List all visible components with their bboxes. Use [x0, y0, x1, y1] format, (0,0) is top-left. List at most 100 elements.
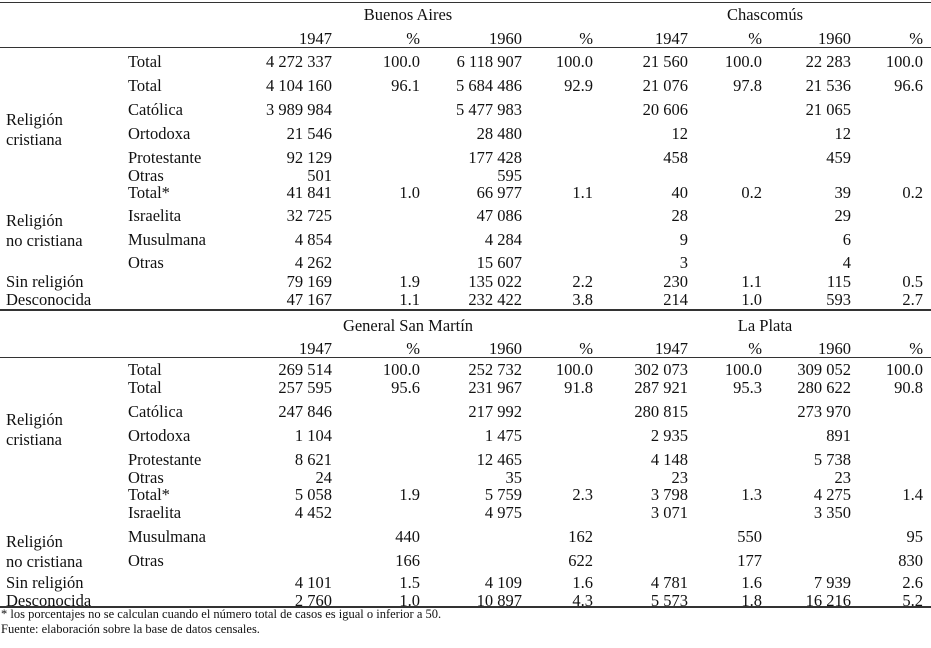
table-cell: 4 975	[484, 503, 522, 522]
table-cell: 166	[395, 551, 420, 570]
column-header: %	[909, 29, 923, 48]
table-cell: 1.1	[741, 272, 762, 291]
table-cell: 95.3	[733, 378, 762, 397]
table-cell: 280 622	[797, 378, 851, 397]
table-cell: 15 607	[476, 253, 522, 272]
table-cell: 1.0	[399, 183, 420, 202]
table-cell: 4 275	[813, 485, 851, 504]
table-cell: 92.9	[564, 76, 593, 95]
table-cell: 6 118 907	[456, 52, 522, 71]
table-cell: 4 101	[294, 573, 332, 592]
table-cell: 5 058	[294, 485, 332, 504]
column-header: 1960	[489, 29, 522, 48]
table-cell: 177	[737, 551, 762, 570]
column-header: %	[579, 29, 593, 48]
table-cell: 1.6	[741, 573, 762, 592]
table-cell: 440	[395, 527, 420, 546]
table-cell: 100.0	[724, 52, 762, 71]
table-cell: 0.2	[741, 183, 762, 202]
table-cell: 162	[568, 527, 593, 546]
table-cell: 22 283	[805, 52, 851, 71]
table-cell: 4 854	[294, 230, 332, 249]
table-cell: 96.6	[894, 76, 923, 95]
table-cell: 1.3	[741, 485, 762, 504]
table-cell: 4	[842, 253, 851, 272]
table-cell: 95.6	[391, 378, 420, 397]
row-sublabel: Total	[128, 360, 162, 379]
row-sublabel: Otras	[128, 166, 164, 185]
table-cell: 247 846	[278, 402, 332, 421]
table-cell: 1 475	[484, 426, 522, 445]
table-cell: 100.0	[555, 52, 593, 71]
column-header: 1960	[818, 339, 851, 358]
table-cell: 1.1	[572, 183, 593, 202]
row-sublabel: Total*	[128, 183, 170, 202]
table-cell: 177 428	[468, 148, 522, 167]
table-cell: 3 071	[650, 503, 688, 522]
table-cell: 41 841	[286, 183, 332, 202]
table-cell: 8 621	[294, 450, 332, 469]
table-cell: 5 738	[813, 450, 851, 469]
table-cell: 830	[898, 551, 923, 570]
city-header: Chascomús	[726, 5, 804, 24]
table-cell: 269 514	[278, 360, 332, 379]
header-rule	[0, 47, 931, 48]
table-cell: 501	[307, 166, 332, 185]
table-cell: 593	[826, 290, 851, 309]
column-header: 1947	[299, 339, 332, 358]
table-cell: 97.8	[733, 76, 762, 95]
row-sublabel: Israelita	[128, 206, 182, 225]
table-cell: 1.1	[399, 290, 420, 309]
section-top-rule	[0, 309, 931, 311]
table-cell: 550	[737, 527, 762, 546]
row-sublabel: Protestante	[128, 450, 202, 469]
table-cell: 115	[826, 272, 851, 291]
row-label: Desconocida	[6, 591, 92, 610]
table-cell: 2 935	[650, 426, 688, 445]
table-cell: 5 759	[484, 485, 522, 504]
table-cell: 4 109	[484, 573, 522, 592]
table-cell: 2.6	[902, 573, 923, 592]
table-cell: 4 148	[650, 450, 688, 469]
row-sublabel: Ortodoxa	[128, 426, 191, 445]
table-cell: 4 452	[294, 503, 332, 522]
table-cell: 0.5	[902, 272, 923, 291]
column-header: 1960	[489, 339, 522, 358]
table-cell: 12 465	[476, 450, 522, 469]
row-sublabel: Total	[128, 52, 162, 71]
table-cell: 66 977	[476, 183, 522, 202]
table-cell: 23	[834, 468, 852, 487]
table-cell: 47 167	[286, 290, 332, 309]
table-cell: 32 725	[286, 206, 332, 225]
table-cell: 231 967	[468, 378, 522, 397]
table-cell: 4 272 337	[266, 52, 332, 71]
table-cell: 29	[834, 206, 852, 225]
table-cell: 35	[505, 468, 523, 487]
group-label-no-cristiana: Religión no cristiana	[6, 211, 83, 250]
row-label: Sin religión	[6, 272, 84, 291]
table-cell: 100.0	[382, 52, 420, 71]
table-cell: 1.9	[399, 485, 420, 504]
section-bottom-rule	[0, 606, 931, 608]
city-header: La Plata	[737, 316, 793, 335]
table-cell: 280 815	[634, 402, 688, 421]
table-cell: 4.3	[572, 591, 593, 610]
column-header: 1947	[655, 339, 688, 358]
column-header: 1947	[655, 29, 688, 48]
table-cell: 1.9	[399, 272, 420, 291]
footnote-asterisk: * los porcentajes no se calculan cuando …	[1, 607, 442, 621]
table-cell: 100.0	[885, 52, 923, 71]
table-cell: 257 595	[278, 378, 332, 397]
row-sublabel: Musulmana	[128, 527, 206, 546]
table-cell: 2 760	[294, 591, 332, 610]
row-sublabel: Católica	[128, 402, 183, 421]
table-cell: 6	[842, 230, 851, 249]
table-cell: 21 536	[805, 76, 851, 95]
column-header: %	[909, 339, 923, 358]
group-label-no-cristiana: Religión no cristiana	[6, 532, 83, 571]
table-cell: 217 992	[468, 402, 522, 421]
table-cell: 2.3	[572, 485, 593, 504]
table-cell: 28	[671, 206, 689, 225]
table-cell: 230	[663, 272, 688, 291]
table-cell: 4 262	[294, 253, 332, 272]
